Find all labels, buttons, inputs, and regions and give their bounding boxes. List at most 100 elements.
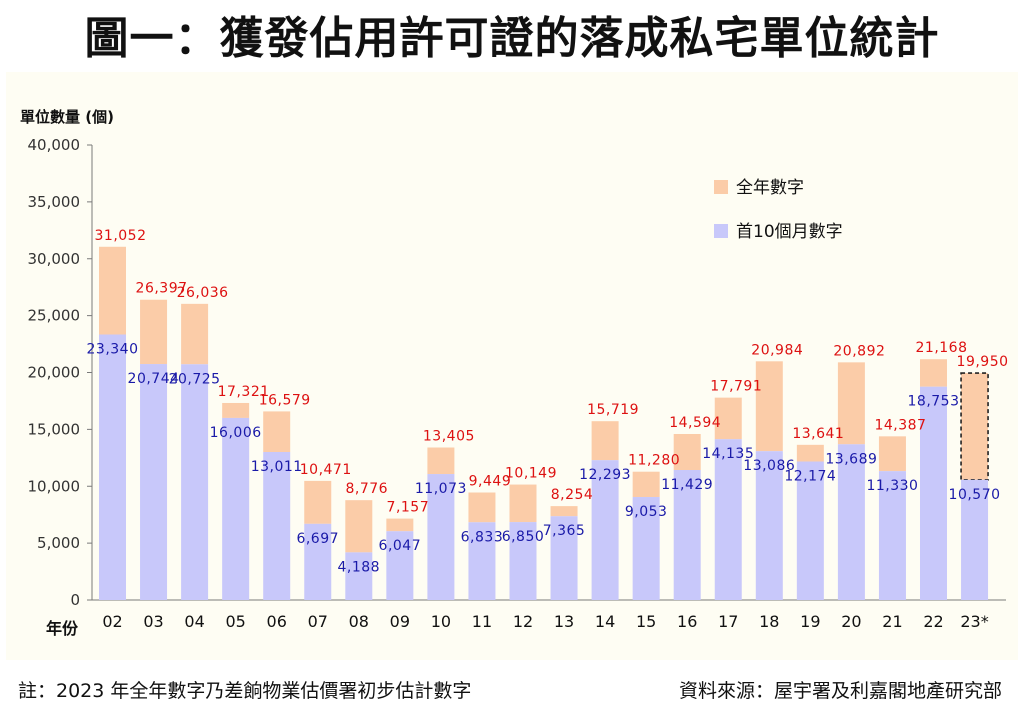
bar-full-year xyxy=(550,506,578,517)
bar-first-10-months xyxy=(427,474,455,600)
bar-first-10-months xyxy=(263,451,291,600)
data-label-first-10-months: 6,850 xyxy=(502,529,545,545)
bar-full-year xyxy=(140,299,168,365)
data-label-first-10-months: 11,429 xyxy=(661,477,713,493)
bar-full-year xyxy=(837,362,865,445)
bar-full-year xyxy=(755,361,783,452)
bar-full-year xyxy=(796,444,824,462)
bar-full-year xyxy=(468,492,496,523)
y-tick-label: 30,000 xyxy=(28,250,81,268)
bar-first-10-months xyxy=(99,334,126,600)
y-axis-label: 單位數量 (個) xyxy=(20,108,114,126)
bar-first-10-months xyxy=(673,469,701,600)
data-label-first-10-months: 4,188 xyxy=(338,559,381,575)
legend-swatch-full-year xyxy=(714,180,728,194)
bar-full-year xyxy=(222,402,250,418)
y-tick-label: 25,000 xyxy=(28,307,81,325)
legend-label-first-10-months: 首10個月數字 xyxy=(736,222,843,242)
x-tick-label: 22 xyxy=(923,612,943,631)
x-tick-label: 17 xyxy=(718,612,738,631)
x-tick-label: 12 xyxy=(513,612,533,631)
x-tick-label: 10 xyxy=(431,612,451,631)
data-label-full-year: 26,036 xyxy=(177,285,229,301)
data-label-first-10-months: 10,570 xyxy=(949,487,1001,503)
bar-first-10-months xyxy=(920,386,947,600)
bar-first-10-months xyxy=(140,364,168,600)
data-label-first-10-months: 13,011 xyxy=(251,459,303,475)
data-label-first-10-months: 6,833 xyxy=(461,529,504,545)
bar-chart: 單位數量 (個) 年份 0 5,000 10,000 15,000 20,000 25,0… xyxy=(20,108,1009,638)
bar-full-year xyxy=(386,518,414,532)
bar-first-10-months xyxy=(222,417,250,600)
x-tick-label: 20 xyxy=(841,612,861,631)
data-label-full-year: 21,168 xyxy=(916,340,968,356)
data-label-first-10-months: 18,753 xyxy=(908,394,960,410)
legend-label-full-year: 全年數字 xyxy=(736,178,804,198)
data-label-first-10-months: 20,744 xyxy=(128,371,180,387)
x-tick-label: 08 xyxy=(349,612,369,631)
data-label-full-year: 7,157 xyxy=(387,500,430,516)
y-tick-label: 5,000 xyxy=(37,534,80,552)
data-label-full-year: 17,321 xyxy=(218,384,270,400)
data-label-first-10-months: 14,135 xyxy=(702,446,754,462)
x-axis-label: 年份 xyxy=(46,619,79,638)
x-tick-label: 14 xyxy=(595,612,615,631)
x-tick-label: 15 xyxy=(636,612,656,631)
bar-first-10-months xyxy=(755,451,783,600)
bar-first-10-months xyxy=(468,522,496,600)
data-label-full-year: 10,471 xyxy=(300,462,352,478)
data-label-full-year: 13,405 xyxy=(423,429,475,445)
bar-full-year xyxy=(920,359,947,387)
bar-first-10-months xyxy=(181,364,209,600)
x-tick-label: 18 xyxy=(759,612,779,631)
bar-full-year xyxy=(632,471,660,498)
data-label-first-10-months: 11,330 xyxy=(866,478,918,494)
y-tick-label: 40,000 xyxy=(28,136,81,154)
bar-first-10-months xyxy=(509,522,537,600)
footer-note: 註：2023 年全年數字乃差餉物業估價署初步估計數字 xyxy=(18,680,472,702)
x-tick-label: 05 xyxy=(225,612,245,631)
data-label-full-year: 11,280 xyxy=(628,453,680,469)
data-label-first-10-months: 13,689 xyxy=(825,451,877,467)
page-title: 圖一：獲發佔用許可證的落成私宅單位統計 xyxy=(84,13,940,64)
data-label-full-year: 19,950 xyxy=(957,354,1009,370)
chart-panel: 單位數量 (個) 年份 0 5,000 10,000 15,000 20,000 25,0… xyxy=(6,72,1018,660)
y-tick-label: 35,000 xyxy=(28,193,81,211)
bar-first-10-months xyxy=(386,531,414,600)
bar-full-year xyxy=(181,303,209,365)
bar-first-10-months xyxy=(837,444,865,600)
y-tick-label: 20,000 xyxy=(28,364,81,382)
bar-full-year xyxy=(591,421,619,461)
data-labels: 31,052 23,340 26,397 20,744 26,036 20,72517,3… xyxy=(87,228,1009,576)
x-tick-label: 03 xyxy=(143,612,163,631)
x-tick-label: 19 xyxy=(800,612,820,631)
data-label-first-10-months: 6,697 xyxy=(296,531,339,547)
bar-first-10-months xyxy=(714,439,742,600)
data-label-full-year: 16,579 xyxy=(259,392,311,408)
x-tick-label: 16 xyxy=(677,612,697,631)
bar-first-10-months xyxy=(961,479,989,600)
data-label-full-year: 26,397 xyxy=(136,281,188,297)
bar-first-10-months xyxy=(550,516,578,600)
bar-full-year xyxy=(99,246,126,335)
data-label-full-year: 14,594 xyxy=(669,415,721,431)
bar-full-year xyxy=(304,480,332,524)
x-tick-label: 04 xyxy=(184,612,204,631)
data-label-first-10-months: 16,006 xyxy=(210,425,262,441)
data-label-full-year: 20,984 xyxy=(751,342,803,358)
y-axis: 0 5,000 10,000 15,000 20,000 25,000 30,000 35,0… xyxy=(28,136,1006,609)
bar-full-year-estimate xyxy=(960,372,989,481)
x-tick-label: 13 xyxy=(554,612,574,631)
bar-full-year xyxy=(673,433,701,470)
data-label-first-10-months: 12,293 xyxy=(579,467,631,483)
x-axis-ticks: 02 03 04 05 06 07 08 09 10 11 12 13 14 15 16 17 18 19 20 21… xyxy=(102,612,988,631)
data-label-full-year: 10,149 xyxy=(505,466,557,482)
data-label-first-10-months: 13,086 xyxy=(743,458,795,474)
data-label-first-10-months: 11,073 xyxy=(415,481,467,497)
data-label-full-year: 8,254 xyxy=(551,487,594,503)
data-label-first-10-months: 23,340 xyxy=(87,342,139,358)
x-tick-label: 02 xyxy=(102,612,122,631)
legend: 全年數字 首10個月數字 xyxy=(714,178,843,242)
legend-swatch-first-10-months xyxy=(714,224,728,238)
bar-first-10-months xyxy=(345,552,373,600)
